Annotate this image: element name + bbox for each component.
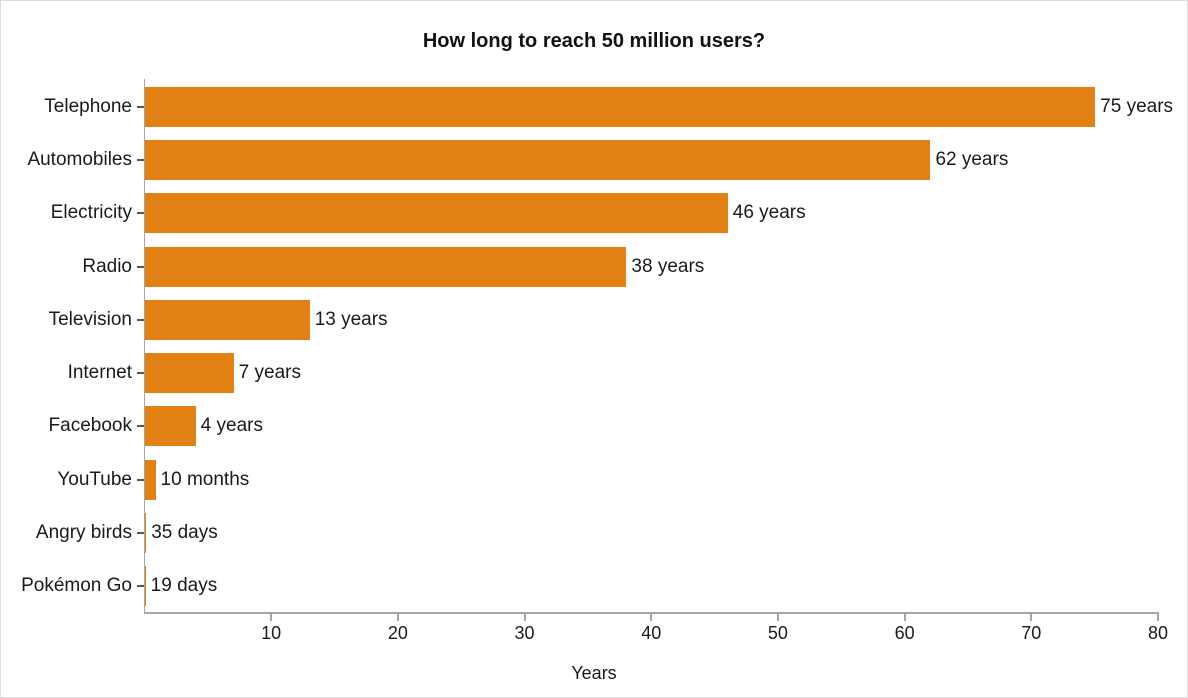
bar: [145, 299, 310, 340]
x-axis-label: Years: [571, 663, 617, 683]
bar: [145, 140, 931, 181]
x-tick: [903, 613, 906, 621]
category-label: Automobiles: [27, 149, 132, 171]
bar: [145, 459, 156, 500]
y-tick: [137, 212, 144, 215]
value-label: 75 years: [1100, 96, 1174, 117]
y-axis-line: [143, 79, 145, 612]
category-label: Pokémon Go: [21, 574, 132, 596]
bar: [145, 246, 627, 287]
bar: [145, 565, 146, 606]
value-label: 38 years: [631, 255, 705, 277]
x-tick: [1030, 613, 1033, 621]
y-tick: [137, 265, 144, 268]
bar: [145, 406, 196, 447]
x-tick: [270, 613, 273, 621]
chart-title: How long to reach 50 million users?: [422, 30, 766, 52]
category-label: Radio: [82, 255, 132, 277]
y-tick: [137, 531, 144, 534]
category-label: Telephone: [44, 96, 132, 117]
bar: [145, 87, 1096, 127]
value-label: 62 years: [935, 149, 1009, 171]
category-label: Television: [48, 308, 132, 330]
category-label: YouTube: [57, 468, 132, 490]
x-tick: [396, 613, 399, 621]
x-tick: [776, 613, 779, 621]
bar: [145, 512, 147, 553]
y-tick: [137, 584, 144, 587]
y-tick: [137, 159, 144, 162]
category-label: Internet: [67, 362, 132, 384]
value-label: 19 days: [150, 574, 218, 596]
x-tick: [1157, 613, 1159, 621]
value-label: 10 months: [160, 468, 250, 490]
x-tick-label: 60: [894, 623, 915, 643]
value-label: 7 years: [238, 362, 301, 384]
y-tick: [137, 425, 144, 428]
bar: [145, 193, 728, 234]
y-tick: [137, 318, 144, 321]
value-label: 13 years: [314, 308, 388, 330]
y-tick: [137, 106, 144, 108]
value-label: 35 days: [151, 521, 218, 543]
value-label: 46 years: [732, 202, 806, 224]
y-tick: [137, 478, 144, 481]
y-tick: [137, 372, 144, 375]
x-tick-label: 70: [1021, 623, 1042, 643]
category-label: Angry birds: [35, 521, 132, 543]
category-label: Electricity: [50, 202, 132, 224]
x-tick-label: 50: [767, 623, 788, 643]
x-tick-label: 40: [641, 623, 662, 643]
x-tick-label: 20: [387, 623, 408, 643]
x-tick: [523, 613, 526, 621]
x-axis-line: [143, 612, 1159, 614]
x-tick-label: 10: [261, 623, 282, 643]
value-label: 4 years: [200, 415, 263, 437]
category-label: Facebook: [48, 415, 132, 437]
x-tick-label: 30: [514, 623, 535, 643]
x-tick-label: 80: [1147, 623, 1169, 643]
bar: [145, 353, 234, 394]
x-tick: [650, 613, 653, 621]
